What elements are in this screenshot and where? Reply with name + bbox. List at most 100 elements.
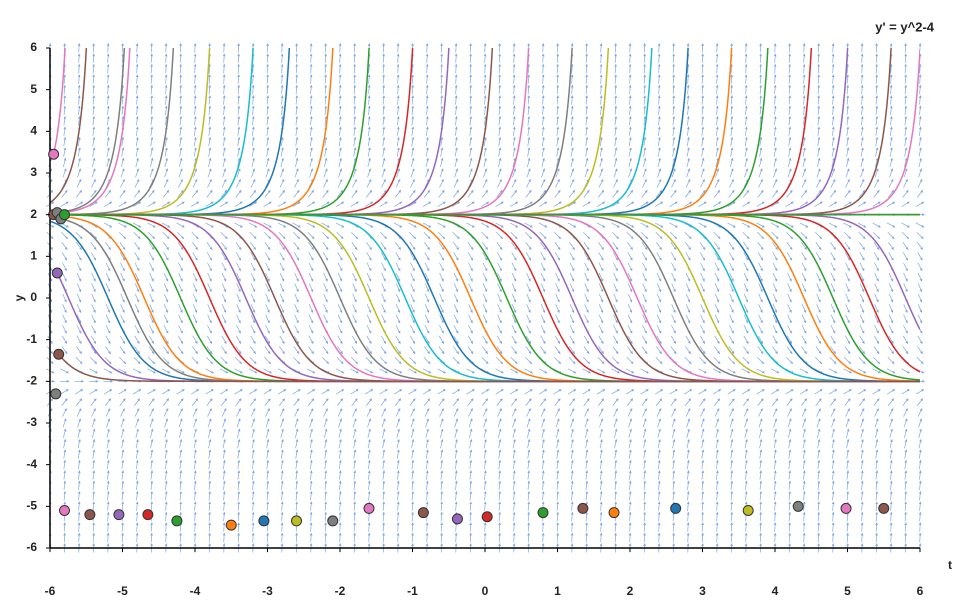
field-arrow — [918, 438, 922, 449]
field-arrow — [802, 480, 806, 491]
field-arrow — [685, 242, 691, 250]
field-arrow — [786, 189, 793, 198]
field-arrow — [585, 490, 589, 501]
solution-curve — [50, 213, 920, 373]
field-arrow — [859, 304, 865, 313]
field-arrow — [235, 242, 242, 250]
field-arrow — [453, 335, 459, 344]
x-tick-label: -6 — [45, 584, 56, 598]
field-arrow — [918, 480, 922, 491]
field-arrow — [788, 63, 792, 74]
field-arrow — [801, 335, 807, 344]
field-arrow — [350, 368, 359, 374]
field-arrow — [628, 105, 632, 116]
field-arrow — [106, 428, 110, 438]
x-tick-label: -4 — [190, 584, 201, 598]
field-arrow — [164, 168, 169, 178]
field-arrow — [844, 189, 851, 198]
field-arrow — [541, 470, 545, 480]
field-arrow — [351, 346, 358, 355]
field-arrow — [483, 136, 487, 147]
field-arrow — [367, 147, 371, 157]
field-arrow — [164, 470, 168, 480]
field-arrow — [91, 283, 96, 293]
field-arrow — [162, 232, 170, 240]
field-arrow — [396, 63, 400, 74]
field-arrow — [179, 449, 183, 459]
field-arrow — [322, 346, 329, 355]
field-arrow — [715, 105, 719, 116]
field-arrow — [411, 459, 415, 470]
field-arrow — [498, 126, 502, 136]
field-arrow — [308, 178, 314, 188]
field-arrow — [656, 272, 662, 282]
field-arrow — [512, 157, 516, 168]
field-arrow — [425, 95, 429, 105]
field-arrow — [411, 126, 415, 136]
field-arrow — [469, 63, 473, 74]
x-tick-label: -5 — [117, 584, 128, 598]
field-arrow — [425, 449, 429, 459]
field-arrow — [192, 314, 198, 324]
field-arrow — [395, 178, 401, 188]
field-arrow — [831, 53, 835, 63]
field-arrow — [468, 314, 473, 324]
field-arrow — [903, 304, 908, 313]
solution-curve — [50, 48, 334, 216]
field-arrow — [917, 346, 923, 355]
field-arrow — [411, 428, 415, 438]
field-arrow — [510, 232, 518, 240]
field-arrow — [787, 293, 792, 303]
y-tick-label: -6 — [26, 540, 37, 554]
field-arrow — [482, 293, 488, 303]
field-arrow — [916, 357, 924, 365]
field-arrow — [251, 136, 255, 147]
field-arrow — [396, 74, 400, 84]
field-arrow — [482, 335, 488, 344]
field-arrow — [396, 438, 400, 449]
field-arrow — [438, 242, 445, 250]
field-arrow — [816, 272, 821, 282]
field-arrow — [409, 232, 417, 240]
field-arrow — [279, 252, 285, 261]
field-arrow — [831, 115, 835, 126]
field-arrow — [454, 501, 458, 511]
field-arrow — [889, 63, 893, 74]
field-arrow — [788, 522, 792, 532]
field-arrow — [817, 428, 821, 438]
field-arrow — [236, 293, 241, 303]
field-arrow — [149, 293, 154, 303]
field-arrow — [685, 252, 691, 261]
field-arrow — [440, 490, 444, 501]
field-arrow — [179, 157, 183, 168]
field-arrow — [772, 408, 778, 417]
field-arrow — [280, 63, 284, 74]
field-arrow — [120, 168, 125, 178]
field-arrow — [236, 262, 241, 272]
field-arrow — [381, 314, 386, 324]
field-arrow — [236, 272, 241, 282]
field-arrow — [799, 222, 809, 228]
field-arrow — [817, 63, 821, 74]
field-arrow — [757, 357, 765, 365]
field-arrow — [395, 293, 401, 303]
field-arrow — [556, 428, 560, 438]
field-arrow — [817, 522, 821, 532]
field-arrow — [164, 449, 168, 459]
field-arrow — [817, 105, 821, 116]
field-arrow — [889, 438, 893, 449]
initial-point — [537, 507, 549, 519]
field-arrow — [715, 74, 719, 84]
field-arrow — [556, 511, 560, 522]
field-arrow — [382, 532, 386, 543]
field-arrow — [714, 314, 720, 324]
field-arrow — [135, 490, 139, 501]
field-arrow — [337, 346, 343, 355]
field-arrow — [643, 428, 647, 438]
field-arrow — [613, 283, 618, 293]
field-arrow — [686, 418, 691, 428]
field-arrow — [846, 74, 850, 84]
field-arrow — [744, 74, 748, 84]
field-arrow — [76, 293, 82, 303]
field-arrow — [875, 522, 879, 532]
